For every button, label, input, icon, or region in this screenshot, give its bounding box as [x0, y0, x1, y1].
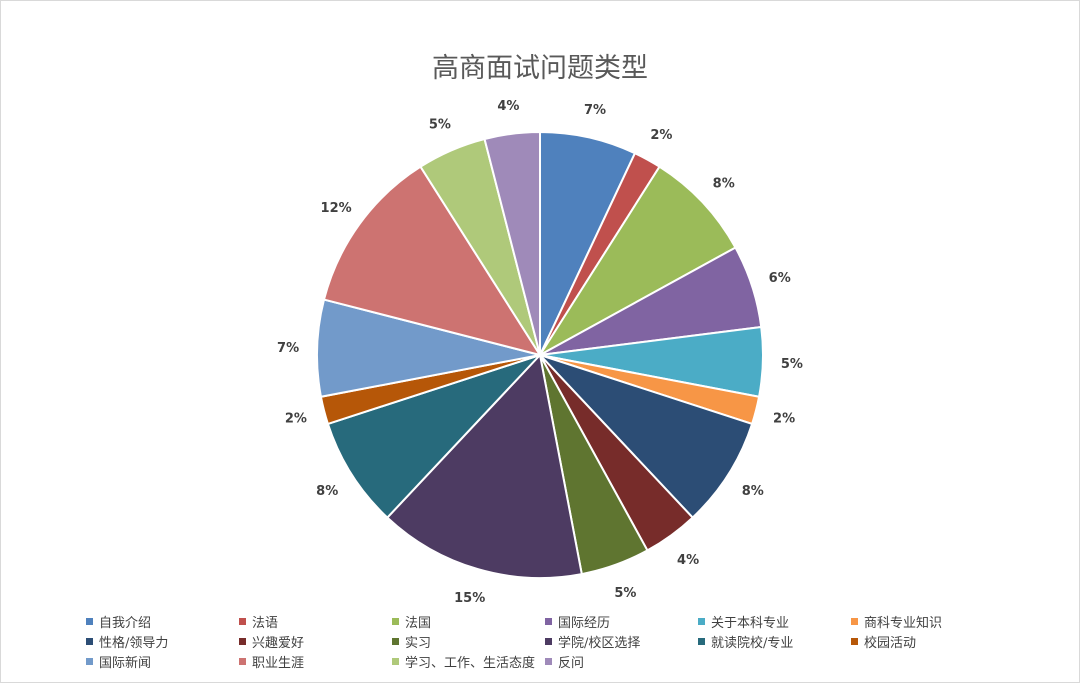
legend-label: 学习、工作、生活态度	[405, 655, 536, 671]
chart-legend: 自我介绍 法语 法国 国际经历 关于本科专业 商科专业知识性格/领导力 兴趣爱好 实习 学院/校…	[86, 611, 1006, 671]
chart-title: 高商面试问题类型	[432, 53, 648, 84]
legend-label: 反问	[558, 655, 585, 671]
legend-item: 学习、工作、生活态度	[392, 652, 545, 671]
legend-label: 国际新闻	[99, 655, 152, 671]
legend-label: 关于本科专业	[711, 615, 790, 631]
legend-item: 职业生涯	[239, 652, 392, 671]
legend-label: 商科专业知识	[864, 615, 943, 631]
legend-label: 国际经历	[558, 615, 611, 631]
slice-data-label: 8%	[713, 177, 735, 192]
legend-label: 职业生涯	[252, 655, 305, 671]
legend-swatch	[86, 617, 93, 625]
legend-swatch	[698, 637, 705, 645]
pie-slice	[539, 354, 754, 519]
legend-row: 性格/领导力 兴趣爱好 实习 学院/校区选择 就读院校/专业 校园活动	[86, 631, 1006, 651]
legend-swatch	[698, 617, 705, 625]
legend-item: 校园活动	[851, 632, 1004, 651]
legend-item: 国际新闻	[86, 652, 239, 671]
legend-label: 法国	[405, 615, 432, 631]
slice-data-label: 2%	[650, 128, 672, 143]
legend-item: 自我介绍	[86, 612, 239, 631]
legend-swatch	[392, 637, 399, 645]
pie-slice	[385, 352, 583, 579]
slice-data-label: 8%	[742, 484, 764, 499]
legend-swatch	[851, 617, 858, 625]
legend-item: 国际经历	[545, 612, 698, 631]
pie-slice	[483, 130, 541, 356]
slice-data-label: 12%	[321, 201, 352, 216]
legend-label: 校园活动	[864, 635, 917, 651]
legend-item: 商科专业知识	[851, 612, 1004, 631]
slice-data-label: 8%	[316, 484, 338, 499]
legend-item: 学院/校区选择	[545, 632, 698, 651]
pie-slice	[326, 354, 541, 519]
slice-data-label: 4%	[497, 99, 519, 114]
legend-swatch	[239, 637, 246, 645]
slice-data-label: 4%	[677, 553, 699, 568]
legend-swatch	[392, 617, 399, 625]
legend-item: 法国	[392, 612, 545, 631]
legend-swatch	[851, 637, 858, 645]
legend-item: 关于本科专业	[698, 612, 851, 631]
pie-slice	[322, 165, 543, 357]
legend-label: 就读院校/专业	[711, 635, 794, 651]
legend-label: 学院/校区选择	[558, 635, 641, 651]
legend-swatch	[545, 617, 552, 625]
slice-data-label: 2%	[285, 412, 307, 427]
legend-swatch	[545, 637, 552, 645]
legend-label: 实习	[405, 635, 432, 651]
legend-item: 实习	[392, 632, 545, 651]
legend-swatch	[239, 657, 246, 665]
pie-slice	[539, 165, 737, 356]
legend-item: 就读院校/专业	[698, 632, 851, 651]
legend-label: 性格/领导力	[99, 635, 169, 651]
legend-swatch	[86, 657, 93, 665]
legend-label: 兴趣爱好	[252, 635, 305, 651]
legend-row: 自我介绍 法语 法国 国际经历 关于本科专业 商科专业知识	[86, 611, 1006, 631]
slice-data-label: 6%	[769, 271, 791, 286]
slice-data-label: 2%	[773, 412, 795, 427]
legend-item: 性格/领导力	[86, 632, 239, 651]
legend-swatch	[545, 657, 552, 665]
legend-label: 法语	[252, 615, 279, 631]
slice-data-label: 15%	[454, 591, 485, 606]
slice-data-label: 5%	[429, 118, 451, 133]
slice-data-label: 5%	[614, 586, 636, 601]
legend-item: 兴趣爱好	[239, 632, 392, 651]
slice-data-label: 5%	[781, 357, 803, 372]
legend-item: 反问	[545, 652, 698, 671]
legend-swatch	[392, 657, 399, 665]
slice-data-label: 7%	[277, 341, 299, 356]
legend-row: 国际新闻 职业生涯 学习、工作、生活态度 反问	[86, 651, 1006, 671]
legend-label: 自我介绍	[99, 615, 152, 631]
slice-data-label: 7%	[584, 103, 606, 118]
legend-swatch	[86, 637, 93, 645]
legend-swatch	[239, 617, 246, 625]
legend-item: 法语	[239, 612, 392, 631]
